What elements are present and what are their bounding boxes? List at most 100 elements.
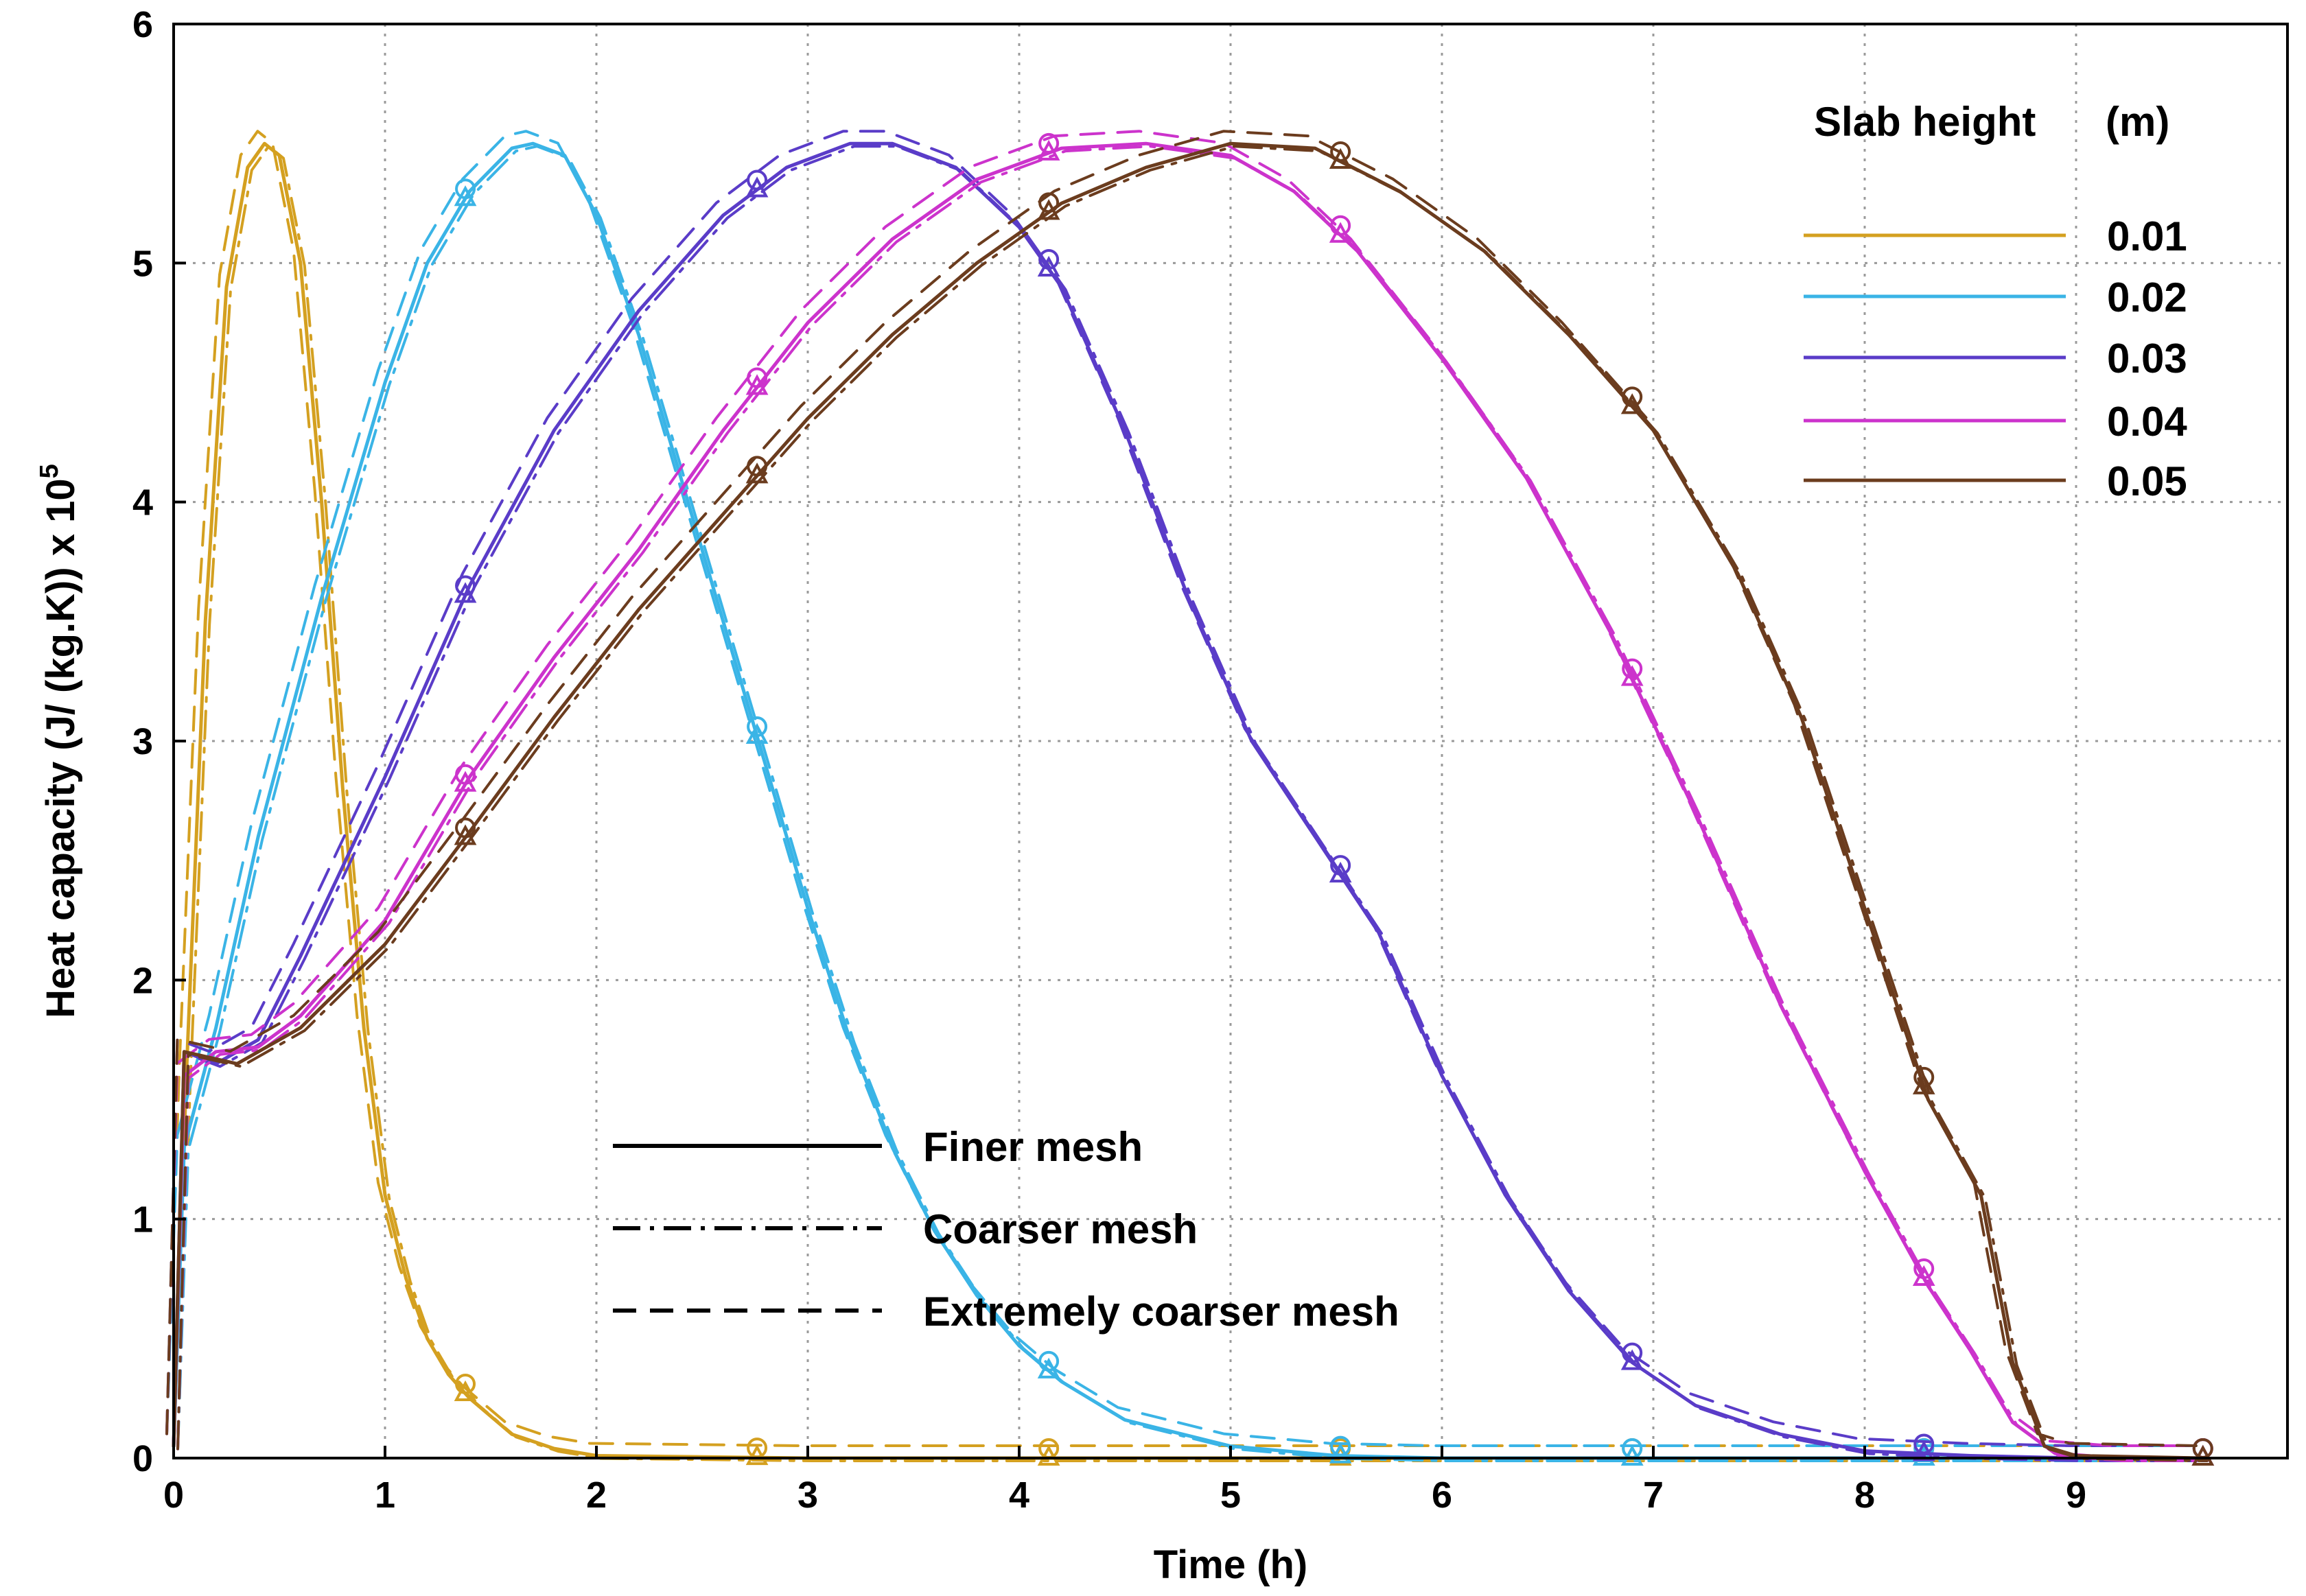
triangle-marker xyxy=(1037,1357,1060,1378)
circle-marker xyxy=(455,817,476,838)
slab-legend: Slab height (m) 0.01 0.02 0.03 0.04 0.05 xyxy=(1804,99,2187,504)
triangle-marker xyxy=(1037,199,1060,220)
extremely-coarser-mesh-line xyxy=(165,130,2198,1447)
circle-marker xyxy=(1913,1066,1935,1088)
triangle-marker xyxy=(745,462,769,484)
circle-marker xyxy=(747,169,768,191)
extremely-coarser-mesh-line xyxy=(165,130,2198,1447)
triangle-marker xyxy=(2191,1444,2215,1466)
x-tick-label: 9 xyxy=(2066,1475,2086,1516)
circle-marker xyxy=(455,178,476,200)
circle-marker xyxy=(747,456,768,477)
legend-title: Slab height xyxy=(1814,99,2036,145)
circle-marker xyxy=(455,764,476,785)
x-tick-label: 7 xyxy=(1643,1475,1664,1516)
triangle-marker xyxy=(1912,1265,1935,1287)
x-tick-label: 3 xyxy=(797,1475,818,1516)
triangle-marker xyxy=(1329,1442,1352,1464)
legend-label: 0.05 xyxy=(2107,458,2187,504)
series-0.01 xyxy=(165,130,2215,1466)
mesh-legend-label: Finer mesh xyxy=(923,1124,1143,1170)
mesh-legend: Finer mesh Coarser mesh Extremely coarser … xyxy=(613,1124,1399,1335)
extremely-coarser-mesh-line xyxy=(165,130,2198,1447)
finer-mesh-line xyxy=(172,141,2205,1460)
x-tick-label: 0 xyxy=(163,1475,184,1516)
legend-label: 0.01 xyxy=(2107,213,2187,259)
triangle-marker xyxy=(454,582,477,603)
triangle-marker xyxy=(1329,861,1352,883)
finer-mesh-line xyxy=(172,141,2205,1460)
series-0.05 xyxy=(165,130,2215,1466)
circle-marker xyxy=(1622,386,1643,408)
triangle-marker xyxy=(1329,222,1352,243)
circle-marker xyxy=(1330,215,1351,236)
circle-marker xyxy=(747,367,768,388)
triangle-marker xyxy=(1037,255,1060,277)
circle-marker xyxy=(1622,658,1643,679)
circle-marker xyxy=(1038,132,1060,154)
x-tick-label: 6 xyxy=(1432,1475,1452,1516)
y-tick-label: 5 xyxy=(132,243,153,284)
series-0.04 xyxy=(165,130,2215,1466)
circle-marker xyxy=(1622,1342,1643,1363)
y-axis-exponent: 5 xyxy=(35,464,64,478)
finer-mesh-line xyxy=(172,141,2205,1460)
circle-marker xyxy=(1038,1350,1060,1372)
circle-marker xyxy=(1330,141,1351,162)
triangle-marker xyxy=(454,771,477,792)
mesh-legend-label: Coarser mesh xyxy=(923,1206,1198,1252)
coarser-mesh-line xyxy=(176,145,2209,1462)
x-tick-label: 4 xyxy=(1009,1475,1029,1516)
triangle-marker xyxy=(454,185,477,207)
ticks-layer: 0 1 2 3 4 5 6 7 8 9 0 1 2 3 4 5 6 xyxy=(132,4,2086,1516)
series-0.02 xyxy=(165,130,2215,1466)
legend-label: 0.03 xyxy=(2107,336,2187,382)
y-axis-title: Heat capacity (J/ (kg.K)) x 105 xyxy=(35,464,83,1018)
x-tick-label: 1 xyxy=(375,1475,395,1516)
y-axis-title-text: Heat capacity (J/ (kg.K)) x 10 xyxy=(38,478,83,1018)
x-tick-label: 5 xyxy=(1220,1475,1241,1516)
triangle-marker xyxy=(1620,1444,1644,1466)
grid-layer xyxy=(174,24,2287,1458)
mesh-legend-label: Extremely coarser mesh xyxy=(923,1289,1399,1335)
y-tick-label: 2 xyxy=(132,960,153,1001)
curves-layer xyxy=(165,130,2215,1466)
triangle-marker xyxy=(1912,1073,1935,1094)
y-tick-label: 0 xyxy=(132,1438,153,1479)
triangle-marker xyxy=(1329,148,1352,169)
triangle-marker xyxy=(454,824,477,845)
circle-marker xyxy=(1330,855,1351,876)
y-tick-label: 1 xyxy=(132,1199,153,1241)
y-tick-label: 4 xyxy=(132,482,153,524)
triangle-marker xyxy=(745,374,769,395)
triangle-marker xyxy=(745,1444,769,1466)
circle-marker xyxy=(1038,249,1060,270)
finer-mesh-line xyxy=(172,141,2205,1460)
circle-marker xyxy=(1913,1433,1935,1455)
triangle-marker xyxy=(1620,665,1644,686)
series-0.03 xyxy=(165,130,2215,1466)
x-tick-label: 2 xyxy=(586,1475,607,1516)
x-tick-label: 8 xyxy=(1854,1475,1875,1516)
triangle-marker xyxy=(1620,393,1644,414)
legend-unit: (m) xyxy=(2106,99,2169,145)
y-tick-label: 6 xyxy=(132,4,153,45)
triangle-marker xyxy=(1037,139,1060,161)
y-tick-label: 3 xyxy=(132,721,153,762)
legend-label: 0.02 xyxy=(2107,274,2187,320)
circle-marker xyxy=(1038,192,1060,213)
circle-marker xyxy=(455,1373,476,1394)
triangle-marker xyxy=(1620,1349,1644,1370)
triangle-marker xyxy=(745,723,769,744)
finer-mesh-line xyxy=(172,141,2205,1460)
circle-marker xyxy=(1913,1258,1935,1280)
circle-marker xyxy=(455,575,476,596)
triangle-marker xyxy=(745,176,769,198)
triangle-marker xyxy=(1912,1440,1935,1462)
coarser-mesh-line xyxy=(176,145,2209,1462)
legend-label: 0.04 xyxy=(2107,399,2187,445)
triangle-marker xyxy=(454,1380,477,1401)
circle-marker xyxy=(747,716,768,738)
coarser-mesh-line xyxy=(176,145,2209,1462)
